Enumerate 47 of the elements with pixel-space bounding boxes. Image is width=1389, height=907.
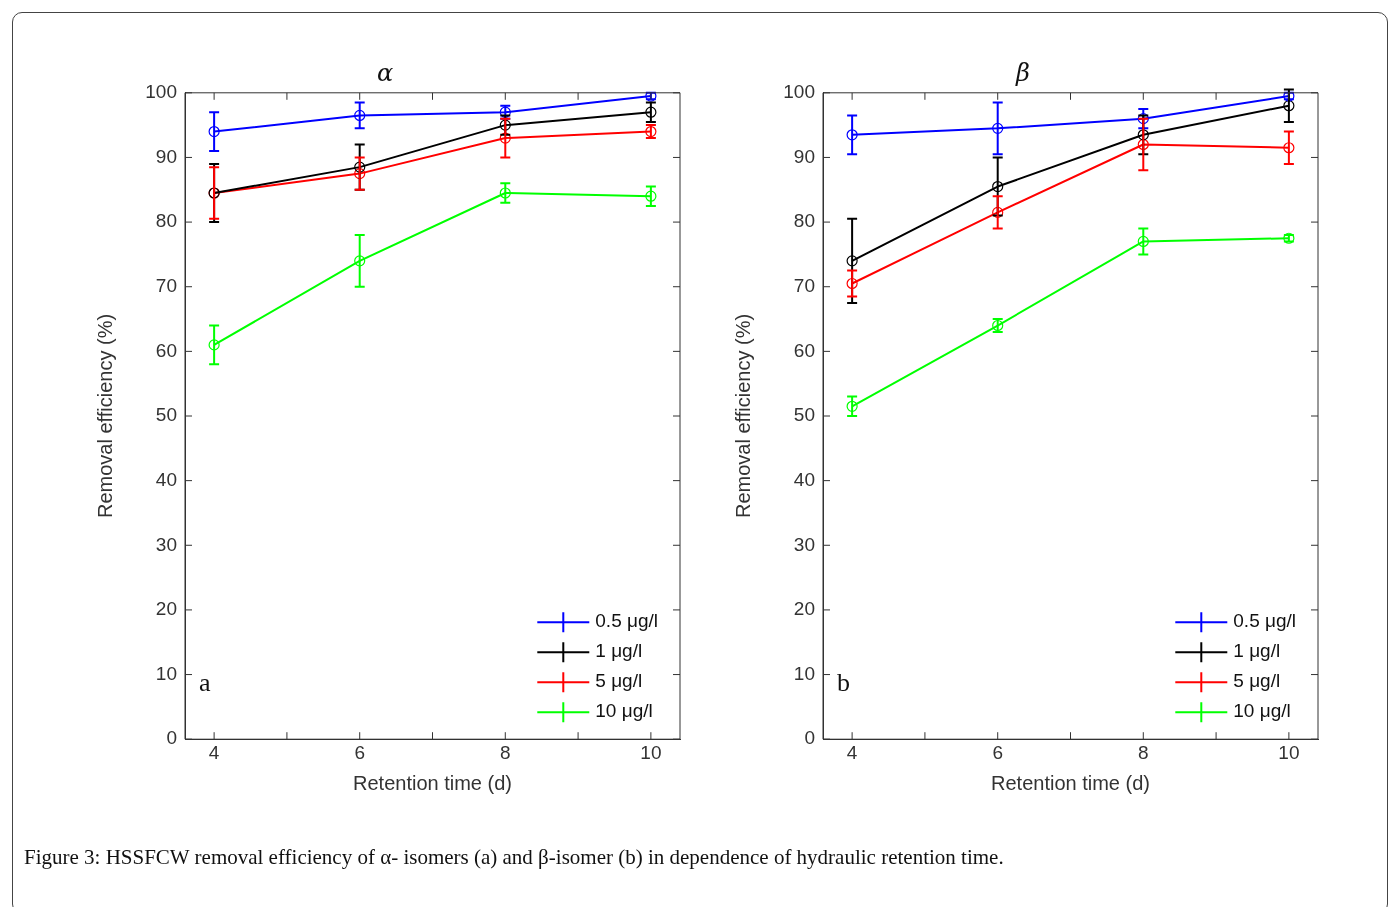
y-tick-label: 80	[793, 210, 815, 232]
legend-label: 5 μg/l	[595, 670, 643, 692]
y-axis-title: Removal efficiency (%)	[93, 313, 116, 519]
y-tick-label: 40	[155, 468, 177, 490]
x-axis-title: Retention time (d)	[991, 771, 1150, 794]
y-tick-label: 40	[793, 468, 815, 490]
y-tick-label: 80	[155, 210, 177, 232]
x-tick-label: 10	[640, 741, 662, 763]
y-tick-label: 70	[155, 274, 177, 296]
y-tick-label: 10	[155, 662, 177, 684]
y-tick-label: 30	[155, 533, 177, 555]
legend-label: 0.5 μg/l	[1233, 610, 1297, 632]
annotation: a	[199, 668, 211, 698]
y-tick-label: 50	[793, 404, 815, 426]
legend-label: 10 μg/l	[595, 700, 653, 722]
x-axis-title: Retention time (d)	[353, 771, 512, 794]
annotation: b	[837, 668, 850, 698]
chart-title: α	[376, 58, 394, 87]
chart-title: β	[1015, 58, 1030, 87]
legend-label: 1 μg/l	[595, 640, 643, 662]
legend-label: 0.5 μg/l	[595, 610, 659, 632]
y-tick-label: 90	[793, 145, 815, 167]
y-tick-label: 30	[793, 533, 815, 555]
caption: Figure 3: HSSFCW removal efficiency of α- isomers (a) and β-isomer (b) in dependence of hydraulic retention time.	[24, 845, 1004, 870]
x-tick-label: 4	[846, 741, 858, 763]
x-tick-label: 8	[500, 741, 511, 763]
y-tick-label: 100	[145, 81, 177, 103]
y-tick-label: 0	[804, 727, 815, 749]
y-tick-label: 20	[155, 598, 177, 620]
legend-label: 5 μg/l	[1233, 670, 1281, 692]
legend-label: 10 μg/l	[1233, 700, 1291, 722]
x-tick-label: 6	[354, 741, 365, 763]
y-tick-label: 20	[793, 598, 815, 620]
x-tick-label: 6	[992, 741, 1003, 763]
y-tick-label: 100	[783, 81, 815, 103]
y-tick-label: 0	[166, 727, 177, 749]
x-tick-label: 10	[1278, 741, 1300, 763]
y-tick-label: 90	[155, 145, 177, 167]
legend-label: 1 μg/l	[1233, 640, 1281, 662]
y-axis-title: Removal efficiency (%)	[731, 313, 754, 519]
y-tick-label: 50	[155, 404, 177, 426]
x-tick-label: 4	[208, 741, 220, 763]
y-tick-label: 60	[793, 339, 815, 361]
x-tick-label: 8	[1138, 741, 1149, 763]
y-tick-label: 60	[155, 339, 177, 361]
y-tick-label: 70	[793, 274, 815, 296]
y-tick-label: 10	[793, 662, 815, 684]
